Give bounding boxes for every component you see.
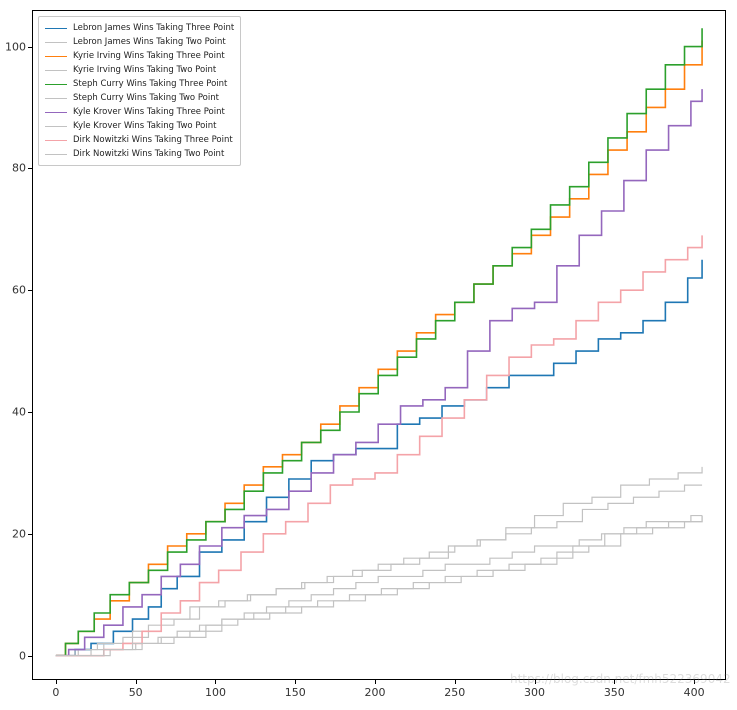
legend-swatch xyxy=(45,42,67,43)
figure: 0 50 100 150 200 250 300 350 400 0 20 40 60 80 100 Leb… xyxy=(0,0,737,710)
y-tick-mark xyxy=(28,47,32,48)
legend-label: Kyle Krover Wins Taking Three Point xyxy=(73,105,225,119)
x-tick-mark xyxy=(215,680,216,684)
x-tick-label: 350 xyxy=(604,686,625,699)
x-tick-mark xyxy=(136,680,137,684)
legend-swatch xyxy=(45,28,67,29)
legend-swatch xyxy=(45,154,67,155)
x-tick-label: 200 xyxy=(365,686,386,699)
y-tick-mark xyxy=(28,534,32,535)
series-line xyxy=(56,516,702,656)
legend-swatch xyxy=(45,70,67,71)
legend-label: Lebron James Wins Taking Three Point xyxy=(73,21,234,35)
legend-label: Steph Curry Wins Taking Two Point xyxy=(73,91,219,105)
legend: Lebron James Wins Taking Three PointLebr… xyxy=(38,16,241,166)
x-tick-label: 150 xyxy=(285,686,306,699)
y-tick-label: 20 xyxy=(12,527,26,540)
legend-swatch xyxy=(45,98,67,99)
legend-item: Steph Curry Wins Taking Three Point xyxy=(45,77,234,91)
x-tick-label: 300 xyxy=(524,686,545,699)
y-tick-label: 60 xyxy=(12,284,26,297)
legend-swatch xyxy=(45,84,67,85)
watermark-text: https://blog.csdn.net/fmh522369042 xyxy=(510,672,731,686)
legend-item: Lebron James Wins Taking Three Point xyxy=(45,21,234,35)
y-tick-label: 0 xyxy=(19,649,26,662)
x-tick-label: 400 xyxy=(684,686,705,699)
legend-label: Kyrie Irving Wins Taking Three Point xyxy=(73,49,225,63)
legend-swatch xyxy=(45,140,67,141)
legend-swatch xyxy=(45,112,67,113)
legend-item: Kyle Krover Wins Taking Three Point xyxy=(45,105,234,119)
x-tick-label: 100 xyxy=(205,686,226,699)
x-tick-label: 250 xyxy=(444,686,465,699)
legend-item: Steph Curry Wins Taking Two Point xyxy=(45,91,234,105)
legend-label: Dirk Nowitzki Wins Taking Two Point xyxy=(73,147,224,161)
y-tick-label: 40 xyxy=(12,406,26,419)
x-tick-label: 50 xyxy=(129,686,143,699)
legend-swatch xyxy=(45,56,67,57)
y-tick-mark xyxy=(28,412,32,413)
legend-item: Kyle Krover Wins Taking Two Point xyxy=(45,119,234,133)
x-tick-mark xyxy=(375,680,376,684)
y-tick-mark xyxy=(28,290,32,291)
y-tick-label: 80 xyxy=(12,162,26,175)
legend-label: Lebron James Wins Taking Two Point xyxy=(73,35,226,49)
legend-label: Kyrie Irving Wins Taking Two Point xyxy=(73,63,216,77)
x-tick-mark xyxy=(455,680,456,684)
y-tick-mark xyxy=(28,656,32,657)
x-tick-mark xyxy=(56,680,57,684)
x-tick-label: 0 xyxy=(52,686,59,699)
legend-label: Dirk Nowitzki Wins Taking Three Point xyxy=(73,133,233,147)
x-tick-mark xyxy=(295,680,296,684)
y-tick-label: 100 xyxy=(5,40,26,53)
series-line xyxy=(56,260,702,656)
y-tick-mark xyxy=(28,168,32,169)
legend-item: Lebron James Wins Taking Two Point xyxy=(45,35,234,49)
legend-item: Dirk Nowitzki Wins Taking Three Point xyxy=(45,133,234,147)
legend-label: Steph Curry Wins Taking Three Point xyxy=(73,77,227,91)
legend-item: Kyrie Irving Wins Taking Three Point xyxy=(45,49,234,63)
series-line xyxy=(56,467,702,656)
legend-item: Dirk Nowitzki Wins Taking Two Point xyxy=(45,147,234,161)
legend-swatch xyxy=(45,126,67,127)
series-line xyxy=(56,235,702,655)
legend-item: Kyrie Irving Wins Taking Two Point xyxy=(45,63,234,77)
legend-label: Kyle Krover Wins Taking Two Point xyxy=(73,119,216,133)
